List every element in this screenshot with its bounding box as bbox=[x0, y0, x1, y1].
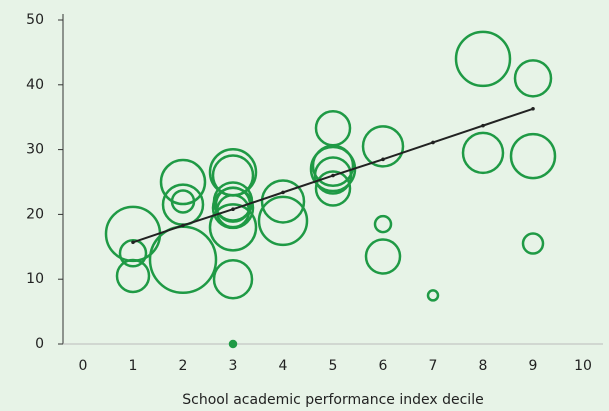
x-axis-title: School academic performance index decile bbox=[182, 392, 483, 408]
trend-point bbox=[231, 207, 235, 212]
bubble bbox=[509, 132, 557, 180]
trend-point bbox=[531, 106, 535, 111]
trend-point bbox=[481, 123, 485, 128]
x-tick-label: 5 bbox=[329, 358, 338, 374]
bubble bbox=[454, 30, 512, 88]
bubble bbox=[373, 214, 393, 234]
x-tick-label: 0 bbox=[79, 358, 88, 374]
x-tick-label: 2 bbox=[179, 358, 188, 374]
x-tick-label: 4 bbox=[279, 358, 288, 374]
bubble bbox=[426, 289, 440, 302]
bubble bbox=[115, 258, 151, 294]
y-tick-label: 10 bbox=[26, 271, 44, 287]
y-tick-label: 30 bbox=[26, 142, 44, 158]
trend-point bbox=[281, 190, 285, 195]
bubble bbox=[228, 339, 238, 349]
bubble bbox=[521, 232, 545, 255]
x-tick-label: 7 bbox=[429, 358, 438, 374]
x-tick-label: 10 bbox=[574, 358, 592, 374]
y-tick-label: 0 bbox=[35, 336, 44, 352]
trend-point bbox=[381, 157, 385, 162]
bubble bbox=[513, 59, 553, 98]
x-tick-label: 9 bbox=[529, 358, 538, 374]
bubble bbox=[212, 258, 254, 300]
bubble bbox=[314, 170, 352, 207]
y-tick-label: 40 bbox=[26, 77, 44, 93]
bubble bbox=[361, 125, 405, 168]
y-tick-label: 20 bbox=[26, 206, 44, 222]
bubble bbox=[159, 158, 207, 206]
bubble bbox=[170, 189, 196, 214]
x-tick-label: 8 bbox=[479, 358, 488, 374]
bubble bbox=[118, 239, 148, 268]
trend-point bbox=[131, 240, 135, 245]
bubble bbox=[461, 131, 505, 175]
x-tick-label: 3 bbox=[229, 358, 238, 374]
bubble bbox=[208, 203, 258, 252]
trend-point bbox=[181, 223, 185, 228]
bubble bbox=[260, 179, 306, 224]
trend-point bbox=[431, 140, 435, 145]
x-tick-label: 6 bbox=[379, 358, 388, 374]
y-tick-label: 50 bbox=[26, 12, 44, 28]
bubble bbox=[257, 195, 309, 247]
bubble bbox=[313, 156, 353, 195]
x-tick-label: 1 bbox=[129, 358, 138, 374]
trend-point bbox=[331, 173, 335, 178]
bubble bbox=[364, 238, 402, 275]
